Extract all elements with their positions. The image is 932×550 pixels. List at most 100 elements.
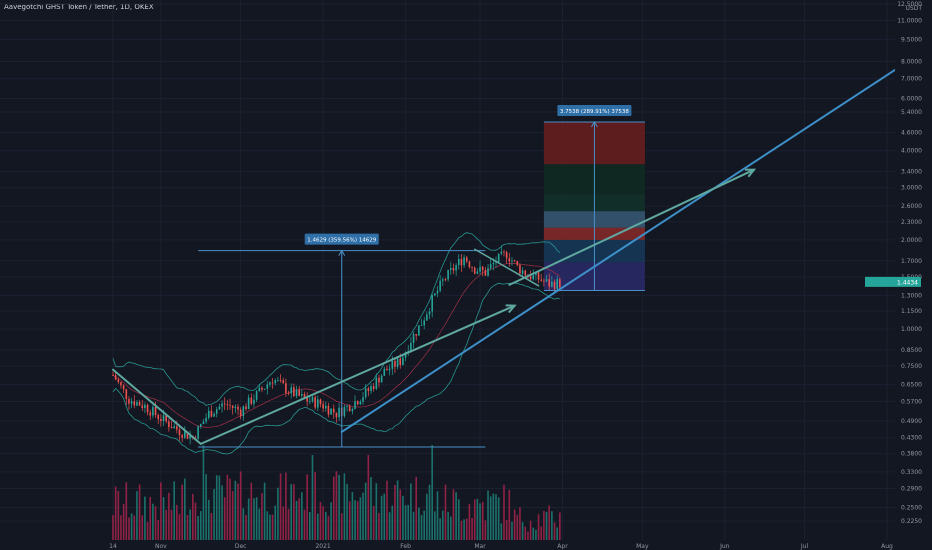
candle-body	[351, 408, 354, 412]
volume-bar	[146, 521, 149, 540]
candle-body	[136, 402, 138, 406]
volume-bar	[234, 480, 237, 540]
volume-bar	[133, 515, 136, 540]
price-axis-unit: USDT	[906, 5, 923, 12]
candle-body	[519, 265, 521, 274]
time-tick-label: 14	[109, 543, 117, 550]
volume-bar	[364, 482, 367, 540]
candle-body	[428, 311, 431, 315]
candle-body	[465, 257, 468, 262]
volume-bar	[144, 496, 146, 540]
volume-bar	[394, 484, 396, 540]
candle-body	[388, 368, 391, 371]
volume-bar	[420, 514, 423, 540]
candle-body	[205, 417, 207, 422]
candle-body	[274, 380, 277, 384]
time-tick-label: May	[636, 543, 649, 550]
volume-bar	[391, 505, 394, 540]
volume-bar	[545, 511, 548, 540]
candle-body	[218, 406, 221, 410]
volume-bar	[311, 455, 314, 540]
candle-body	[128, 399, 130, 404]
price-axis-bg	[895, 0, 932, 550]
candle-body	[473, 267, 476, 274]
volume-bar	[136, 491, 138, 540]
candle-body	[532, 275, 535, 280]
candle-body	[314, 397, 316, 408]
price-tick-label: 7.0000	[901, 76, 922, 83]
candle-body	[250, 397, 253, 404]
volume-bar	[112, 515, 114, 540]
candle-body	[245, 406, 247, 410]
price-tick-label: 0.2250	[901, 518, 922, 525]
projection-arrow-head	[745, 168, 757, 178]
volume-bar	[165, 509, 167, 540]
volume-bar	[431, 445, 433, 540]
volume-bar	[378, 512, 380, 540]
candle-body	[471, 266, 473, 268]
measure-arrowhead	[338, 249, 346, 256]
volume-bar	[489, 496, 492, 540]
candle-body	[479, 266, 481, 272]
price-tick-label: 0.2900	[901, 485, 922, 492]
volume-bar	[157, 520, 160, 540]
candle-body	[221, 403, 223, 407]
candle-body	[362, 397, 364, 402]
candle-body	[447, 269, 449, 280]
candle-body	[197, 426, 199, 439]
candle-body	[449, 268, 452, 270]
candle-body	[165, 415, 167, 422]
candle-body	[354, 401, 356, 409]
volume-bar	[194, 502, 197, 540]
candle-body	[229, 404, 231, 406]
volume-bar	[527, 531, 529, 540]
price-tick-label: 1.3000	[901, 292, 922, 299]
candle-body	[495, 262, 497, 263]
measure-label: 1.4629 (359.56%) 14629	[307, 238, 377, 244]
volume-bar	[221, 485, 223, 540]
candle-body	[402, 357, 404, 365]
candle-body	[298, 389, 300, 396]
volume-bar	[484, 520, 487, 540]
volume-bar	[348, 501, 351, 540]
volume-bar	[476, 498, 479, 540]
volume-bar	[327, 515, 330, 540]
candle-body	[154, 407, 157, 415]
candle-body	[418, 325, 420, 336]
volume-bar	[197, 515, 199, 540]
volume-bar	[261, 493, 263, 540]
price-tick-label: 12.5000	[897, 1, 922, 8]
volume-bar	[181, 484, 183, 540]
volume-bar	[495, 494, 497, 540]
candle-body	[199, 424, 202, 427]
candle-body	[247, 397, 250, 410]
candle-body	[327, 405, 330, 415]
candle-body	[255, 391, 258, 400]
volume-bar	[532, 527, 535, 540]
candle-body	[378, 377, 380, 383]
volume-bar	[460, 520, 463, 540]
price-tick-label: 3.0000	[901, 185, 922, 192]
volume-bar	[309, 512, 311, 540]
candle-body	[152, 407, 154, 416]
candle-body	[511, 260, 513, 262]
candle-body	[396, 358, 399, 367]
volume-bar	[500, 523, 503, 540]
price-tick-label: 0.6500	[901, 382, 922, 389]
candle-body	[144, 404, 146, 408]
candle-body	[130, 401, 133, 404]
volume-bar	[455, 492, 457, 540]
volume-bar	[439, 518, 441, 540]
candle-body	[149, 412, 152, 416]
volume-bar	[346, 484, 348, 540]
volume-bar	[191, 494, 194, 540]
price-tick-label: 1.0000	[901, 326, 922, 333]
price-tick-label: 2.6000	[901, 203, 922, 210]
volume-bar	[269, 514, 271, 540]
volume-bar	[306, 474, 308, 540]
time-tick-label: Feb	[400, 543, 411, 550]
up-trend-arrow	[199, 304, 516, 445]
candle-body	[301, 394, 303, 396]
candle-body	[335, 412, 338, 418]
